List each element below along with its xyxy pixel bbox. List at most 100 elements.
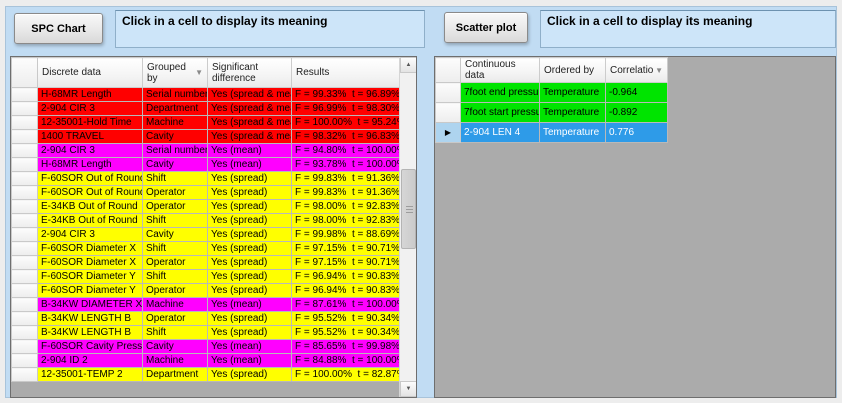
table-cell[interactable]: E-34KB Out of Round (37, 199, 143, 214)
row-selector[interactable] (11, 199, 38, 214)
table-cell[interactable]: 1400 TRAVEL (37, 129, 143, 144)
table-cell[interactable]: Yes (mean) (207, 339, 292, 354)
row-selector[interactable] (11, 115, 38, 130)
table-cell[interactable]: F = 99.83% t = 91.36% (291, 185, 402, 200)
table-cell[interactable]: F-60SOR Diameter Y (37, 269, 143, 284)
row-selector[interactable] (11, 129, 38, 144)
table-cell[interactable]: Shift (142, 241, 208, 256)
scroll-up-button[interactable]: ▲ (400, 57, 416, 73)
table-cell[interactable]: F-60SOR Out of Round (37, 171, 143, 186)
row-selector[interactable] (11, 87, 38, 102)
table-cell[interactable]: 2-904 CIR 3 (37, 227, 143, 242)
table-cell[interactable]: Yes (spread & mean) (207, 129, 292, 144)
table-cell[interactable]: Operator (142, 199, 208, 214)
table-cell[interactable]: F = 85.65% t = 99.98% (291, 339, 402, 354)
column-header-significant-difference[interactable]: Significant difference (207, 57, 292, 88)
table-cell[interactable]: Machine (142, 115, 208, 130)
table-cell[interactable]: Yes (spread & mean) (207, 87, 292, 102)
table-cell[interactable]: 7foot start pressure (460, 102, 540, 123)
row-selector[interactable] (11, 255, 38, 270)
table-cell[interactable]: Yes (mean) (207, 143, 292, 158)
table-cell[interactable]: Yes (spread) (207, 241, 292, 256)
table-cell[interactable]: Temperature (539, 102, 606, 123)
table-cell[interactable]: F-60SOR Out of Round (37, 185, 143, 200)
table-cell[interactable]: Cavity (142, 129, 208, 144)
table-cell[interactable]: Yes (mean) (207, 297, 292, 312)
table-cell[interactable]: 2-904 LEN 4 (460, 122, 540, 143)
table-cell[interactable]: -0.964 (605, 82, 668, 103)
table-cell[interactable]: F = 100.00% t = 82.87% (291, 367, 402, 382)
table-cell[interactable]: Department (142, 367, 208, 382)
table-cell[interactable]: F = 84.88% t = 100.00% (291, 353, 402, 368)
vertical-scrollbar[interactable]: ▲ ▼ (399, 57, 416, 397)
table-cell[interactable]: F-60SOR Cavity Pressure (37, 339, 143, 354)
filter-arrow-icon[interactable]: ▼ (195, 68, 203, 77)
table-cell[interactable]: Machine (142, 297, 208, 312)
scroll-down-button[interactable]: ▼ (400, 381, 416, 397)
table-cell[interactable]: Department (142, 101, 208, 116)
table-cell[interactable]: Serial number (142, 143, 208, 158)
table-cell[interactable]: Operator (142, 255, 208, 270)
scatter-plot-button[interactable]: Scatter plot (444, 12, 528, 43)
table-cell[interactable]: Yes (spread) (207, 283, 292, 298)
table-cell[interactable]: Yes (spread) (207, 213, 292, 228)
table-cell[interactable]: -0.892 (605, 102, 668, 123)
table-cell[interactable]: Temperature (539, 122, 606, 143)
row-selector[interactable] (11, 297, 38, 312)
table-cell[interactable]: F = 96.94% t = 90.83% (291, 269, 402, 284)
spc-chart-button[interactable]: SPC Chart (14, 13, 103, 44)
table-cell[interactable]: Cavity (142, 227, 208, 242)
table-cell[interactable]: H-68MR Length (37, 157, 143, 172)
table-cell[interactable]: F = 97.15% t = 90.71% (291, 241, 402, 256)
filter-arrow-icon[interactable]: ▼ (655, 65, 663, 75)
table-cell[interactable]: Yes (spread) (207, 269, 292, 284)
right-info-textbox[interactable]: Click in a cell to display its meaning (540, 10, 836, 48)
row-selector[interactable] (11, 101, 38, 116)
row-selector[interactable] (11, 283, 38, 298)
row-selector[interactable] (11, 269, 38, 284)
table-cell[interactable]: Yes (spread) (207, 367, 292, 382)
table-cell[interactable]: F = 99.83% t = 91.36% (291, 171, 402, 186)
row-selector[interactable] (11, 353, 38, 368)
table-cell[interactable]: 0.776 (605, 122, 668, 143)
table-cell[interactable]: F = 98.32% t = 96.83% (291, 129, 402, 144)
table-cell[interactable]: E-34KB Out of Round (37, 213, 143, 228)
column-header-ordered-by[interactable]: Ordered by (539, 57, 606, 83)
row-selector[interactable] (11, 157, 38, 172)
row-selector[interactable] (11, 311, 38, 326)
table-cell[interactable]: Cavity (142, 339, 208, 354)
table-cell[interactable]: F = 98.00% t = 92.83% (291, 213, 402, 228)
table-cell[interactable]: Yes (spread & mean) (207, 101, 292, 116)
table-cell[interactable]: F = 96.94% t = 90.83% (291, 283, 402, 298)
row-selector[interactable] (11, 143, 38, 158)
row-selector[interactable] (11, 227, 38, 242)
row-selector[interactable] (11, 171, 38, 186)
table-cell[interactable]: F = 97.15% t = 90.71% (291, 255, 402, 270)
table-cell[interactable]: F = 98.00% t = 92.83% (291, 199, 402, 214)
column-header-discrete-data[interactable]: Discrete data (37, 57, 143, 88)
table-cell[interactable]: Operator (142, 311, 208, 326)
table-cell[interactable]: F = 96.99% t = 98.30% (291, 101, 402, 116)
table-cell[interactable]: Cavity (142, 157, 208, 172)
table-cell[interactable]: B-34KW LENGTH B (37, 325, 143, 340)
table-cell[interactable]: Yes (spread & mean) (207, 115, 292, 130)
table-cell[interactable]: Yes (spread) (207, 311, 292, 326)
table-cell[interactable]: Shift (142, 325, 208, 340)
table-cell[interactable]: Operator (142, 185, 208, 200)
table-cell[interactable]: Serial number (142, 87, 208, 102)
row-selector[interactable] (11, 185, 38, 200)
table-cell[interactable]: F = 95.52% t = 90.34% (291, 311, 402, 326)
row-selector[interactable] (435, 82, 461, 103)
table-cell[interactable]: F = 100.00% t = 95.24% (291, 115, 402, 130)
table-cell[interactable]: B-34KW DIAMETER X (37, 297, 143, 312)
table-cell[interactable]: Shift (142, 213, 208, 228)
table-cell[interactable]: Operator (142, 283, 208, 298)
table-cell[interactable]: Yes (spread) (207, 325, 292, 340)
row-header-corner[interactable] (435, 57, 461, 83)
row-selector[interactable] (11, 339, 38, 354)
row-selector[interactable] (11, 213, 38, 228)
column-header-grouped-by[interactable]: Grouped by ▼ (142, 57, 208, 88)
table-cell[interactable]: F-60SOR Diameter Y (37, 283, 143, 298)
table-cell[interactable]: Yes (spread) (207, 171, 292, 186)
table-cell[interactable]: Yes (mean) (207, 157, 292, 172)
